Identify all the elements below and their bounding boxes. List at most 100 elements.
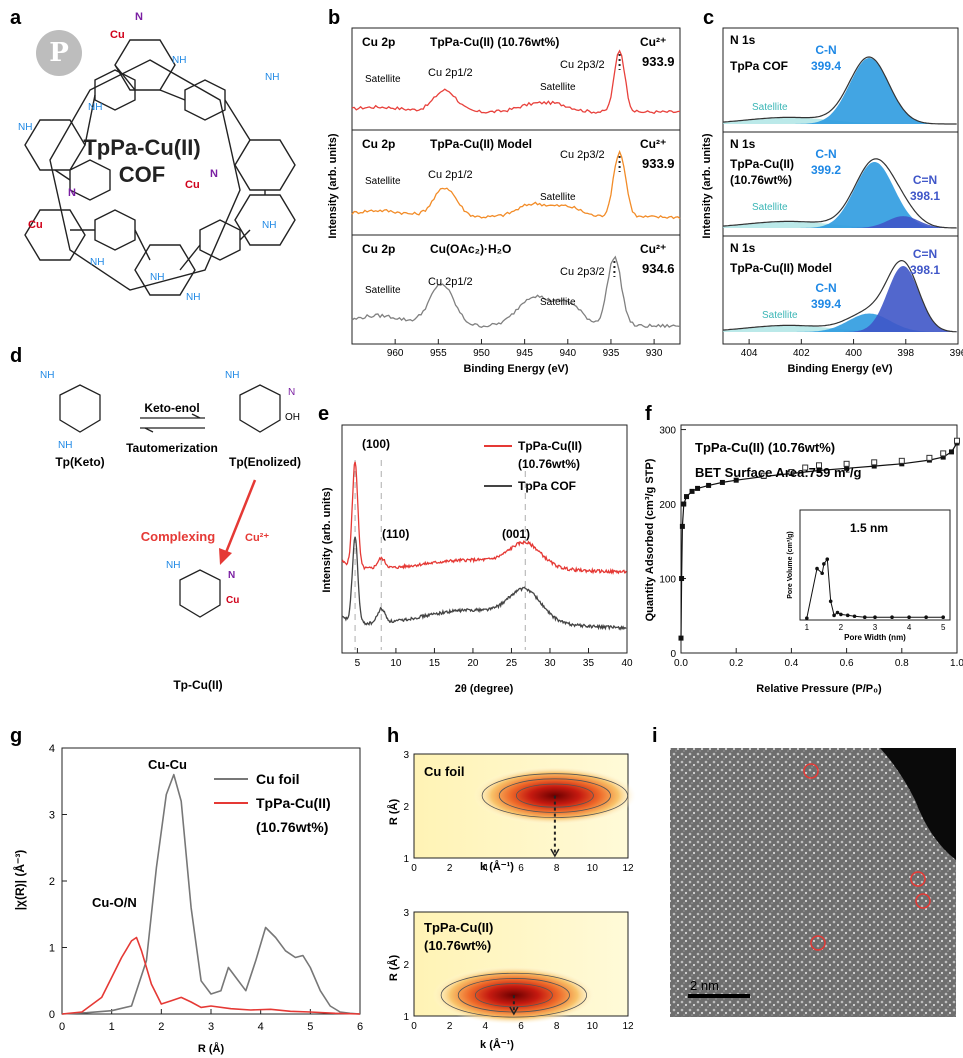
wt-contour-2-2: [474, 983, 553, 1008]
b-sat2-3: Satellite: [540, 297, 576, 308]
legend-e-3: TpPa COF: [518, 479, 576, 493]
c-cn-val-1: 399.4: [811, 59, 841, 73]
b-name-2: TpPa-Cu(II) Model: [430, 137, 532, 151]
des-point-2: [926, 454, 933, 461]
wt-ytick-2-1: 1: [403, 1012, 409, 1023]
tick-label-b-955: 955: [430, 348, 447, 359]
b-ion-3: Cu²⁺: [640, 242, 666, 256]
b-ion-2: Cu²⁺: [640, 137, 666, 151]
pore-point-16: [941, 615, 945, 619]
c-cn-val-2: 399.2: [811, 163, 841, 177]
ads-point-1: [679, 576, 685, 582]
c-tag-2: N 1s: [730, 137, 756, 151]
pore-point-11: [862, 615, 867, 619]
ads-point-14: [871, 463, 877, 469]
panel-label-e: e: [318, 403, 329, 425]
single-atom-marker-1: [803, 763, 819, 779]
pore-point-12: [873, 615, 877, 619]
c-name-3: TpPa-Cu(II) Model: [730, 261, 832, 275]
ads-point-18: [948, 449, 954, 455]
pore-point-10: [852, 614, 857, 619]
tick-label-g-5: 5: [307, 1021, 313, 1033]
panel-d: d Keto-enol Tautomerization Tp(Keto) Tp(…: [10, 345, 301, 692]
ads-point-2: [679, 523, 685, 529]
b-name-1: TpPa-Cu(II) (10.76wt%): [430, 35, 559, 49]
keto-enol-label: Keto-enol: [144, 401, 199, 415]
inset-tick-3: 3: [873, 623, 878, 632]
pore-point-5: [828, 599, 833, 604]
ytick-label-g-1: 1: [49, 943, 55, 955]
tick-label-g-1: 1: [109, 1021, 115, 1033]
tick-label-b-950: 950: [473, 348, 490, 359]
tick-label-e-35: 35: [583, 658, 595, 669]
tick-label-c-400: 400: [845, 348, 862, 359]
wt-ytick-1-3: 3: [403, 750, 409, 761]
nh-label-8: NH: [186, 292, 200, 303]
tick-label-c-396: 396: [950, 348, 963, 359]
des-point-4: [871, 459, 878, 466]
panel-f: f 0.0 0.2 0.4 0.6 0.8 1.0 0 100 200 300 1 2 3 4 5 Pore …: [644, 403, 963, 695]
des-point-0: [954, 437, 960, 444]
c-satellite-fill-1: [723, 117, 958, 124]
b-peak-2: 933.9: [642, 156, 675, 171]
ads-point-13: [844, 465, 850, 471]
tick-label-b-930: 930: [646, 348, 663, 359]
ytick-label-g-0: 0: [49, 1009, 55, 1021]
tpcu-n: N: [228, 570, 235, 581]
tick-label-b-940: 940: [559, 348, 576, 359]
panel-g-frame: [61, 747, 361, 1015]
panel-h-bottom-name: TpPa-Cu(II): [424, 920, 493, 935]
scale-bar: [688, 994, 750, 998]
wt-xtick-1-0: 0: [411, 863, 417, 874]
keto-nh-2: NH: [58, 440, 72, 451]
tpcu-ring: [179, 569, 221, 618]
tick-label-e-15: 15: [429, 658, 441, 669]
c-envelope-1: [722, 56, 957, 125]
wt-ytick-2-3: 3: [403, 908, 409, 919]
tick-label-e-30: 30: [544, 658, 556, 669]
ads-point-17: [940, 454, 946, 460]
annot-cuon: Cu-O/N: [92, 895, 137, 910]
c-tag-3: N 1s: [730, 241, 756, 255]
b-sat2-1: Satellite: [540, 82, 576, 93]
des-point-5: [843, 460, 850, 467]
single-atom-marker-4: [810, 935, 826, 951]
b-tag-3: Cu 2p: [362, 242, 395, 256]
b-tag-1: Cu 2p: [362, 35, 395, 49]
wt-arrow-1: [550, 848, 560, 858]
panel-e-ylabel: Intensity (arb. units): [321, 487, 333, 592]
wt-xtick-1-2: 2: [447, 863, 453, 874]
cof-title-line2: COF: [119, 162, 165, 187]
ytick-label-f-100: 100: [659, 575, 676, 586]
pore-point-0: [805, 616, 809, 620]
legend-g-1: Cu foil: [256, 771, 300, 787]
xrd-curve-1: [341, 461, 627, 575]
tick-label-e-5: 5: [355, 658, 361, 669]
ads-point-4: [684, 494, 690, 500]
panel-c-xaxis: 404 402 400 398 396: [741, 339, 963, 359]
pore-point-4: [825, 557, 830, 562]
c-cn-label-2: C-N: [815, 147, 836, 161]
nh-label-5: NH: [262, 220, 276, 231]
xps-cu-curve-3: [351, 255, 681, 329]
b-sat1-3: Satellite: [365, 285, 401, 296]
tick-label-e-10: 10: [390, 658, 402, 669]
panel-label-g: g: [10, 725, 22, 747]
ads-point-9: [733, 477, 739, 483]
panel-g-xlabel: R (Å): [198, 1042, 225, 1055]
panel-e: e 5 10 15 20 25 30 35 40 2θ (degree) Intensity …: [318, 403, 633, 695]
panel-c-frame: [722, 27, 959, 345]
nh-label-2: NH: [265, 72, 279, 83]
panel-h-top-ylabel: R (Å): [387, 799, 400, 826]
des-point-7: [802, 464, 809, 471]
panel-c-ylabel: Intensity (arb. units): [701, 133, 713, 238]
panel-f-frame: [680, 424, 958, 654]
tick-label-f-0.6: 0.6: [840, 658, 854, 669]
cu-atom-right: Cu: [185, 179, 200, 191]
panel-h-top-xlabel: k (Å⁻¹): [480, 860, 514, 873]
pinterest-save-icon[interactable]: P: [36, 30, 82, 76]
panel-b-ylabel: Intensity (arb. units): [327, 133, 339, 238]
des-point-8: [788, 469, 795, 476]
